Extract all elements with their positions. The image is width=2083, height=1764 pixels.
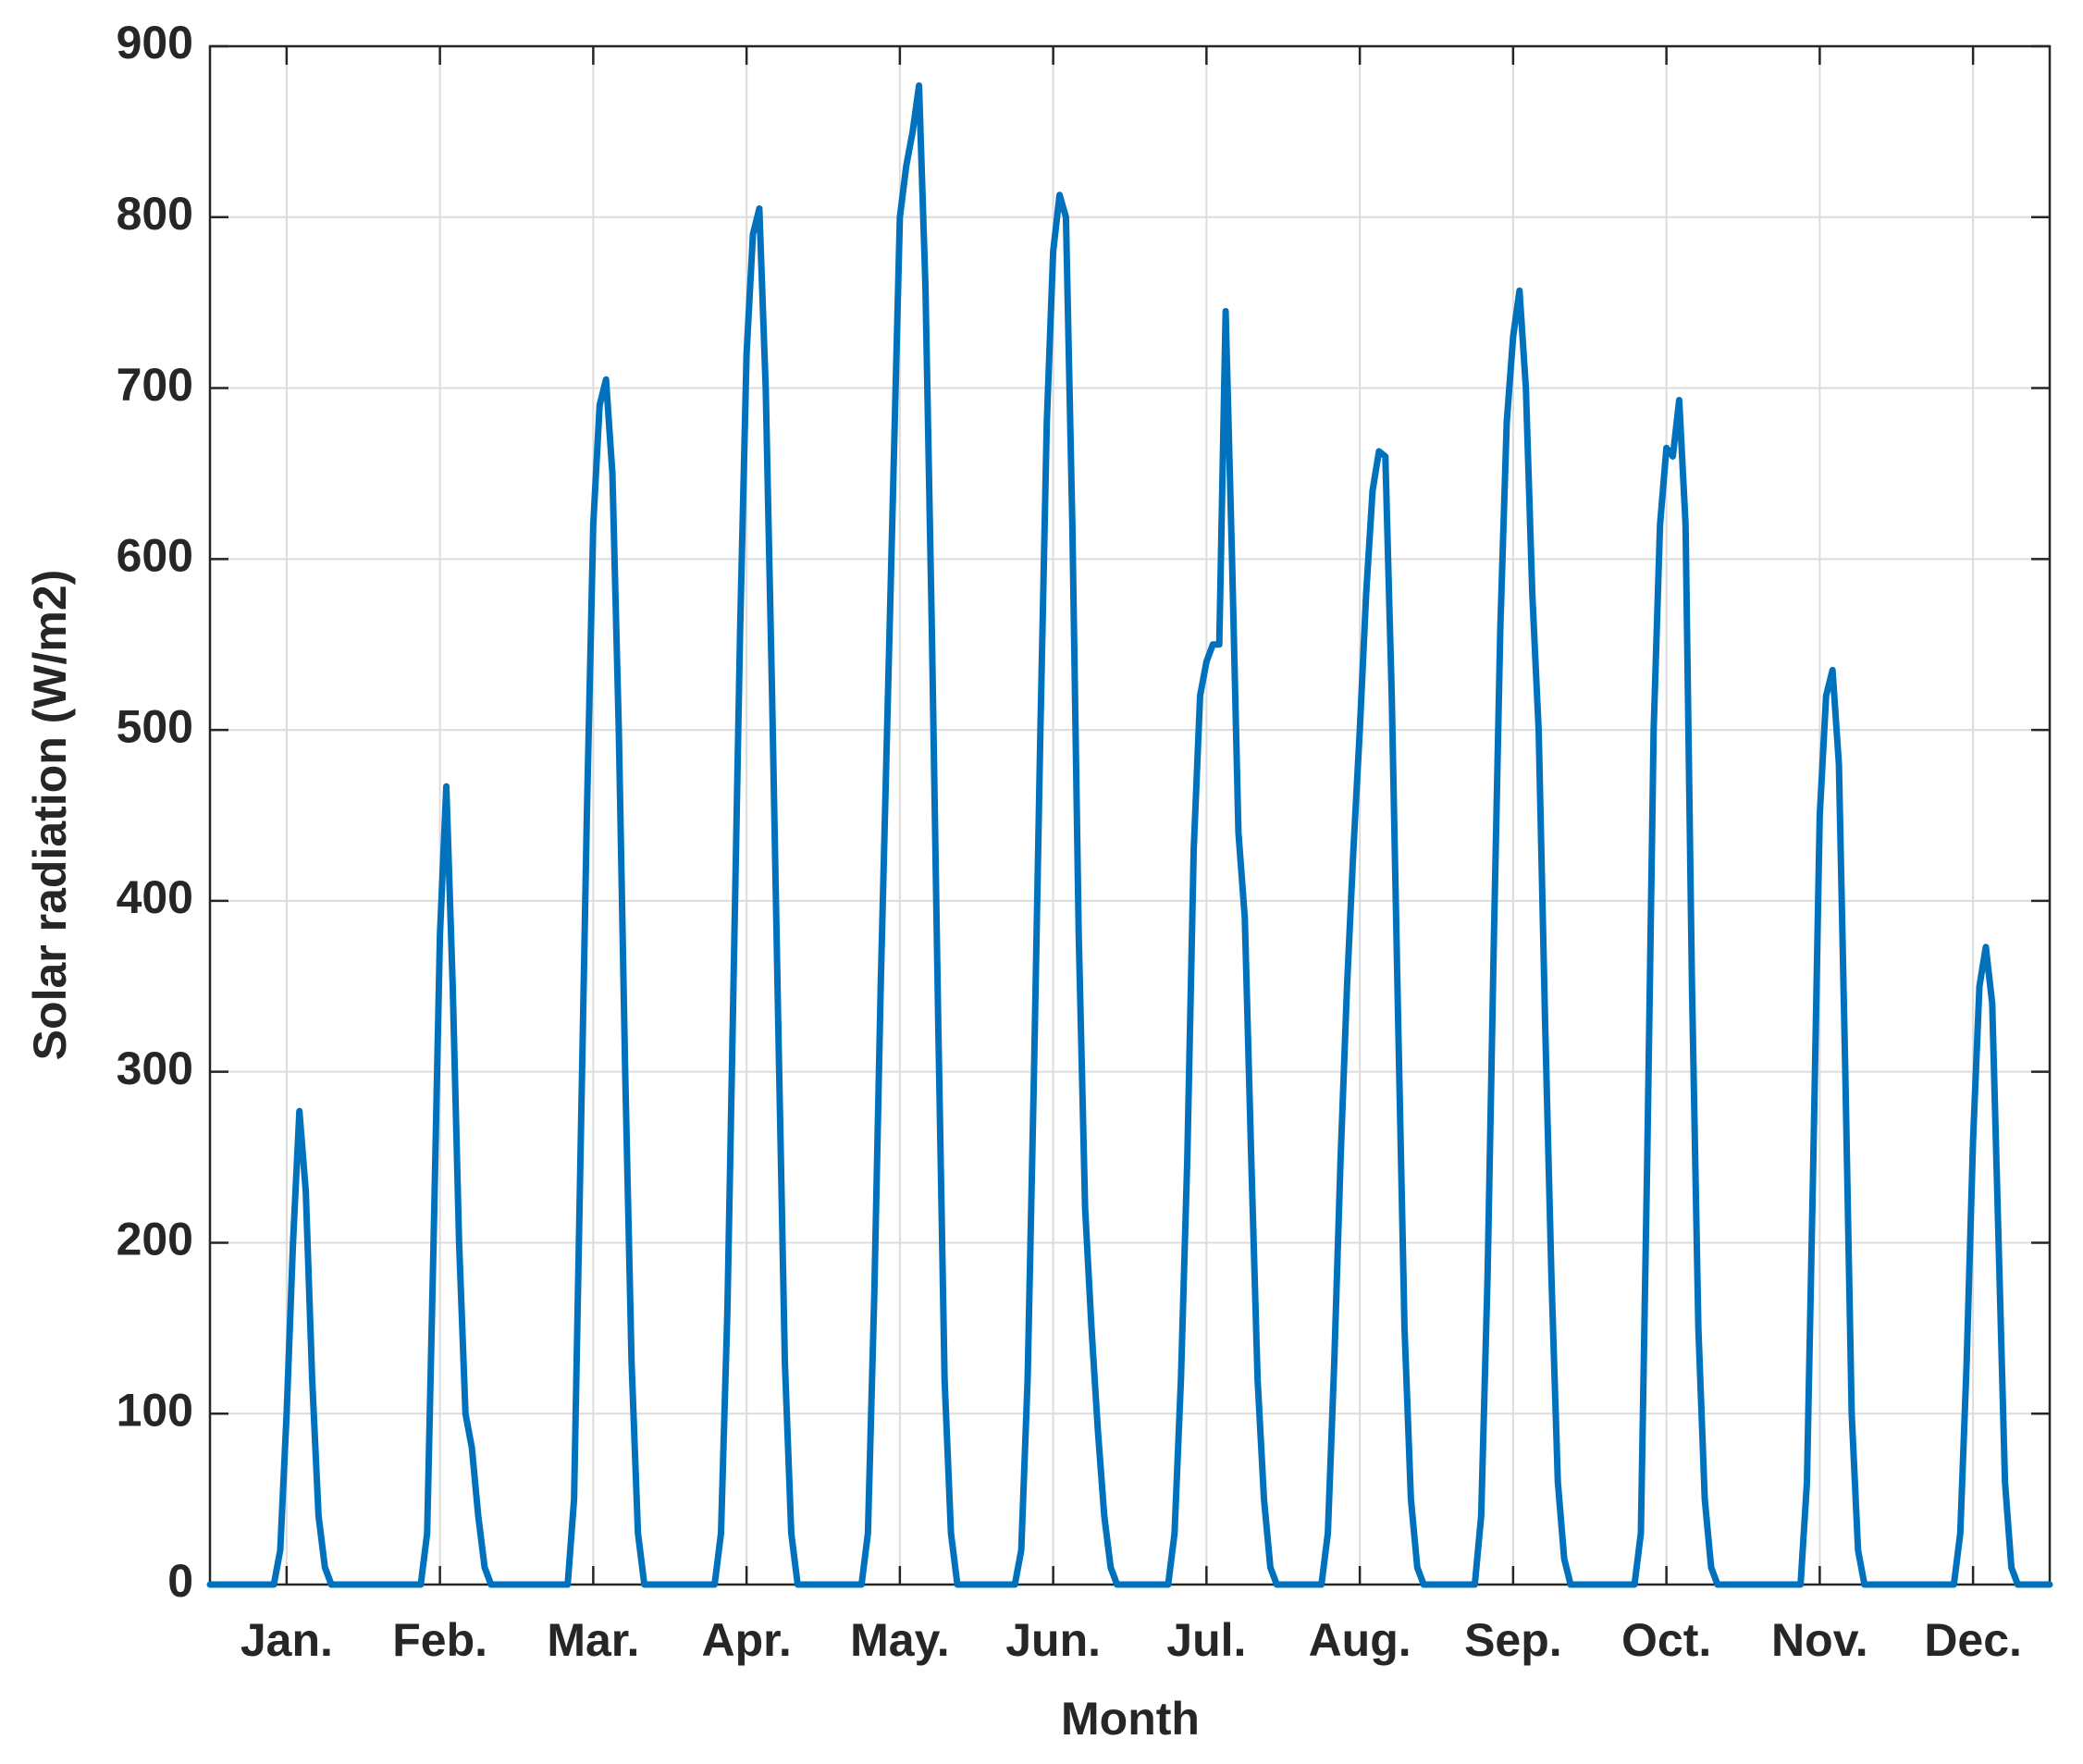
x-tick-label: Aug. [1309,1614,1411,1666]
x-tick-label: Nov. [1771,1614,1868,1666]
plot-frame [208,44,2052,1586]
x-tick-label: Dec. [1924,1614,2022,1666]
x-tick-label: Oct. [1621,1614,1711,1666]
y-axis-label: Solar radiation (W/m2) [24,570,76,1061]
y-tick-label: 800 [117,188,193,240]
y-tick-label: 100 [117,1384,193,1436]
y-tick-label: 600 [117,530,193,582]
y-tick-label: 900 [117,17,193,68]
y-tick-label: 200 [117,1214,193,1265]
x-tick-label: Sep. [1464,1614,1562,1666]
y-tick-label: 300 [117,1042,193,1094]
data-line [206,82,2053,1588]
y-tick-label: 400 [117,871,193,923]
grid [210,45,2050,1585]
x-tick-label: Mar. [547,1614,639,1666]
y-tick-label: 700 [117,359,193,411]
x-tick-label: Jun. [1005,1614,1101,1666]
x-tick-label: Apr. [702,1614,792,1666]
x-tick-label: Jan. [240,1614,333,1666]
x-tick-label: Feb. [392,1614,487,1666]
x-tick-label: Jul. [1166,1614,1246,1666]
x-axis-label: Month [1061,1693,1200,1745]
y-tick-label: 0 [167,1555,193,1607]
y-tick-label: 500 [117,700,193,752]
x-tick-label: May. [850,1614,949,1666]
